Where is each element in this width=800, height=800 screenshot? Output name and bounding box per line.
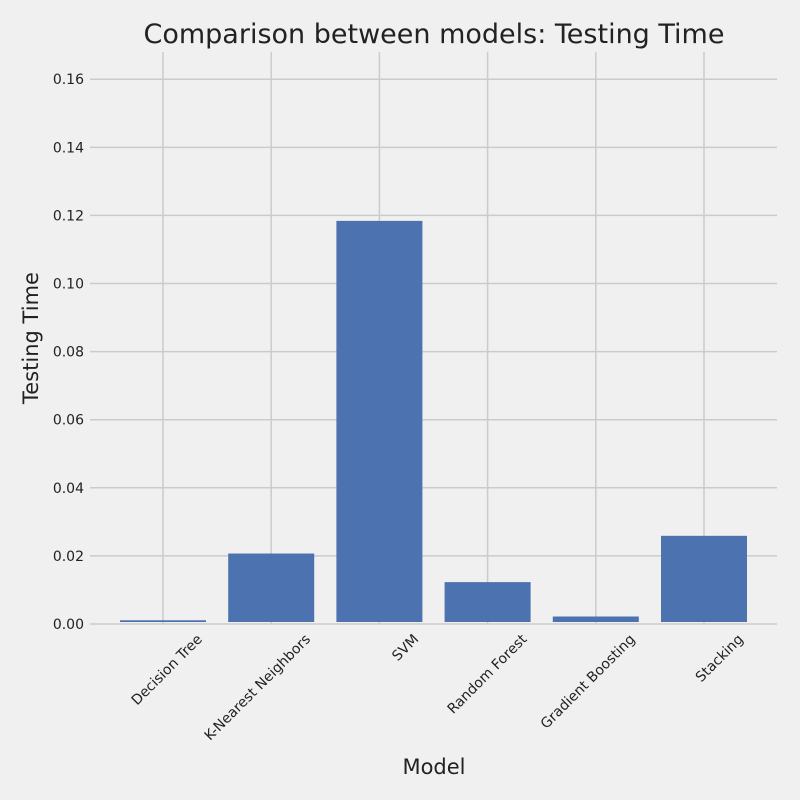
y-tick-label: 0.10 — [53, 277, 84, 293]
bar-svm — [336, 220, 423, 622]
grid-lines — [90, 52, 777, 625]
bar-gradient-boosting — [552, 616, 639, 622]
y-tick-label: 0.16 — [53, 72, 84, 88]
y-tick-label: 0.14 — [53, 140, 84, 156]
bars — [120, 220, 747, 622]
x-axis-label: Model — [402, 755, 465, 779]
bar-decision-tree — [120, 620, 206, 622]
bar-k-nearest-neighbors — [228, 553, 315, 622]
y-axis-label: Testing Time — [19, 272, 43, 405]
chart-title: Comparison between models: Testing Time — [144, 19, 725, 50]
y-tick-labels: 0.00 0.02 0.04 0.06 0.08 0.10 0.12 0.14 0.16 — [53, 72, 84, 633]
y-tick-label: 0.04 — [53, 481, 84, 497]
y-tick-label: 0.06 — [53, 413, 84, 429]
y-tick-label: 0.08 — [53, 345, 84, 361]
y-tick-label: 0.12 — [53, 208, 84, 224]
bar-random-forest — [444, 582, 531, 622]
y-tick-label: 0.02 — [53, 549, 84, 565]
y-tick-label: 0.00 — [53, 617, 84, 633]
bar-stacking — [661, 535, 747, 622]
